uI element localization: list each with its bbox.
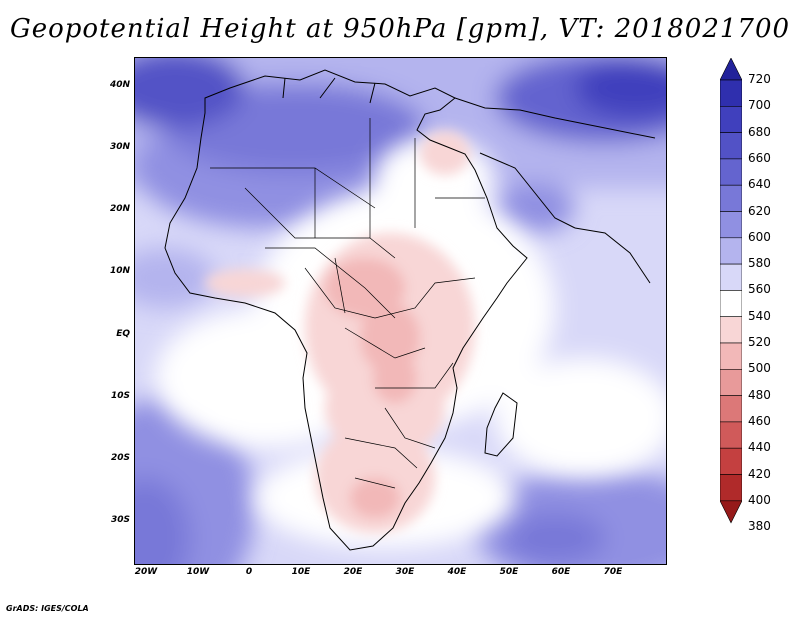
colorbar-swatch <box>720 368 742 396</box>
lat-label-20n: 20N <box>109 204 130 214</box>
colorbar-label: 660 <box>748 150 771 165</box>
colorbar-swatch <box>720 184 742 212</box>
colorbar-swatch <box>720 342 742 370</box>
country-borders <box>210 118 485 489</box>
colorbar-swatch <box>720 263 742 291</box>
lon-label-20e: 20E <box>343 567 363 577</box>
colorbar-top-arrow <box>720 58 742 81</box>
geopotential-field <box>135 58 666 564</box>
lon-label-30e: 30E <box>395 567 415 577</box>
lon-label-10w: 10W <box>186 567 210 577</box>
lat-label-10n: 10N <box>109 266 130 276</box>
coastlines <box>164 69 656 551</box>
lat-label-30s: 30S <box>110 515 130 525</box>
colorbar-label: 640 <box>748 177 771 192</box>
colorbar-swatch <box>720 395 742 423</box>
colorbar-label: 520 <box>748 335 771 349</box>
colorbar <box>720 58 742 524</box>
colorbar-label: 580 <box>748 256 771 271</box>
continental-low <box>205 131 475 533</box>
colorbar-swatch <box>720 474 742 502</box>
colorbar-label: 680 <box>748 124 771 139</box>
lon-label-20w: 20W <box>134 567 158 577</box>
lat-label-eq: EQ <box>116 329 130 339</box>
colorbar-label: 400 <box>748 492 771 507</box>
colorbar-swatch <box>720 316 742 344</box>
lat-label-10s: 10S <box>110 391 130 401</box>
map-title: Geopotential Height at 950hPa [gpm], VT:… <box>9 14 791 44</box>
colorbar-label: 540 <box>748 308 771 323</box>
colorbar-swatch <box>720 211 742 239</box>
lon-label-70e: 70E <box>603 567 623 577</box>
lat-label-40n: 40N <box>109 80 130 90</box>
credit-text: GrADS: IGES/COLA <box>6 604 89 613</box>
lon-label-0: 0 <box>245 567 253 577</box>
map-panel <box>134 57 667 565</box>
lon-label-50e: 50E <box>499 567 519 577</box>
colorbar-label: 500 <box>748 361 771 376</box>
colorbar-label: 720 <box>748 72 771 86</box>
colorbar-swatch <box>720 237 742 265</box>
lat-label-30n: 30N <box>109 142 130 152</box>
colorbar-label: 560 <box>748 282 771 297</box>
colorbar-swatch <box>720 105 742 133</box>
colorbar-label: 480 <box>748 387 771 402</box>
colorbar-swatch <box>720 447 742 475</box>
colorbar-swatch <box>720 79 742 107</box>
colorbar-swatch <box>720 158 742 186</box>
colorbar-label: 620 <box>748 203 771 218</box>
colorbar-label: 380 <box>748 519 771 534</box>
colorbar-bottom-arrow <box>720 500 742 524</box>
colorbar-label: 600 <box>748 229 771 244</box>
colorbar-label: 440 <box>748 440 771 455</box>
colorbar-swatch <box>720 421 742 449</box>
lat-label-20s: 20S <box>110 453 130 463</box>
colorbar-label: 700 <box>748 98 771 113</box>
lon-label-60e: 60E <box>551 567 571 577</box>
colorbar-swatch <box>720 132 742 160</box>
colorbar-label: 460 <box>748 413 771 428</box>
lon-label-10e: 10E <box>291 567 311 577</box>
lon-label-40e: 40E <box>447 567 467 577</box>
colorbar-swatch <box>720 290 742 317</box>
colorbar-label: 420 <box>748 466 771 481</box>
